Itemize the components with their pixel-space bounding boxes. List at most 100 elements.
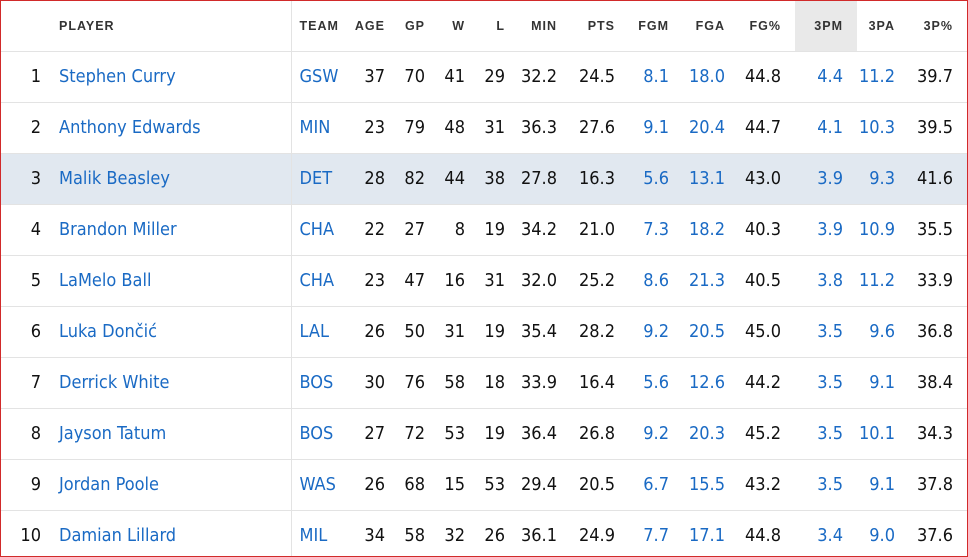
3pa-link[interactable]: 9.1 xyxy=(857,459,909,511)
column-header-min[interactable]: MIN xyxy=(519,1,571,52)
losses-cell: 31 xyxy=(479,102,519,154)
fgm-link[interactable]: 8.6 xyxy=(629,255,683,307)
wins-cell: 53 xyxy=(439,408,479,460)
fga-link[interactable]: 20.3 xyxy=(683,408,739,460)
player-name-link[interactable]: Derrick White xyxy=(59,357,291,409)
fgm-link[interactable]: 9.2 xyxy=(629,306,683,358)
gp-cell: 58 xyxy=(399,510,439,556)
team-link[interactable]: BOS xyxy=(290,408,351,460)
fgm-link[interactable]: 8.1 xyxy=(629,51,683,103)
gp-cell: 70 xyxy=(399,51,439,103)
team-link[interactable]: MIL xyxy=(290,510,351,556)
fgm-link[interactable]: 6.7 xyxy=(629,459,683,511)
3pm-link[interactable]: 4.4 xyxy=(795,51,857,103)
3pa-link[interactable]: 10.3 xyxy=(857,102,909,154)
team-link[interactable]: LAL xyxy=(290,306,351,358)
3pa-link[interactable]: 9.0 xyxy=(857,510,909,556)
team-link[interactable]: GSW xyxy=(290,51,351,103)
fga-link[interactable]: 15.5 xyxy=(683,459,739,511)
rank-cell: 8 xyxy=(1,408,59,460)
rank-cell: 1 xyxy=(1,51,59,103)
3pm-link[interactable]: 3.9 xyxy=(795,153,857,205)
losses-cell: 31 xyxy=(479,255,519,307)
3pm-link[interactable]: 3.8 xyxy=(795,255,857,307)
column-header-fgpct[interactable]: FG% xyxy=(739,1,795,52)
3pm-link[interactable]: 3.5 xyxy=(795,306,857,358)
team-link[interactable]: CHA xyxy=(290,204,351,256)
3pm-link[interactable]: 3.5 xyxy=(795,408,857,460)
fgm-link[interactable]: 9.2 xyxy=(629,408,683,460)
fgpct-cell: 44.8 xyxy=(739,51,795,103)
player-name-link[interactable]: Brandon Miller xyxy=(59,204,291,256)
age-cell: 28 xyxy=(351,153,399,205)
3pa-link[interactable]: 9.6 xyxy=(857,306,909,358)
fgm-link[interactable]: 5.6 xyxy=(629,153,683,205)
column-header-3ppct[interactable]: 3P% xyxy=(909,1,967,52)
fga-link[interactable]: 18.0 xyxy=(683,51,739,103)
team-link[interactable]: MIN xyxy=(290,102,351,154)
min-cell: 32.0 xyxy=(519,255,571,307)
column-header-3pm[interactable]: 3PM xyxy=(795,1,857,52)
team-link[interactable]: CHA xyxy=(290,255,351,307)
fgm-link[interactable]: 5.6 xyxy=(629,357,683,409)
column-header-age[interactable]: AGE xyxy=(351,1,399,52)
pts-cell: 16.4 xyxy=(571,357,629,409)
player-name-link[interactable]: Anthony Edwards xyxy=(59,102,291,154)
3pa-link[interactable]: 11.2 xyxy=(857,51,909,103)
player-name-link[interactable]: Malik Beasley xyxy=(59,153,291,205)
column-header-player[interactable]: PLAYER xyxy=(59,1,291,52)
fgpct-cell: 40.3 xyxy=(739,204,795,256)
column-header-3pa[interactable]: 3PA xyxy=(857,1,909,52)
3pm-link[interactable]: 3.5 xyxy=(795,459,857,511)
3pa-link[interactable]: 9.1 xyxy=(857,357,909,409)
column-header-team[interactable]: TEAM xyxy=(290,1,351,52)
player-name-link[interactable]: Jayson Tatum xyxy=(59,408,291,460)
wins-cell: 16 xyxy=(439,255,479,307)
3pa-link[interactable]: 11.2 xyxy=(857,255,909,307)
fga-link[interactable]: 18.2 xyxy=(683,204,739,256)
3pm-link[interactable]: 3.5 xyxy=(795,357,857,409)
team-link[interactable]: BOS xyxy=(290,357,351,409)
column-header-fga[interactable]: FGA xyxy=(683,1,739,52)
player-name-link[interactable]: Damian Lillard xyxy=(59,510,291,556)
player-name-link[interactable]: Luka Dončić xyxy=(59,306,291,358)
column-header-l[interactable]: L xyxy=(479,1,519,52)
3pa-link[interactable]: 9.3 xyxy=(857,153,909,205)
column-header-fgm[interactable]: FGM xyxy=(629,1,683,52)
3pa-link[interactable]: 10.9 xyxy=(857,204,909,256)
gp-cell: 79 xyxy=(399,102,439,154)
3pm-link[interactable]: 3.9 xyxy=(795,204,857,256)
fga-link[interactable]: 20.4 xyxy=(683,102,739,154)
gp-cell: 27 xyxy=(399,204,439,256)
fgpct-cell: 43.0 xyxy=(739,153,795,205)
player-name-link[interactable]: LaMelo Ball xyxy=(59,255,291,307)
fgm-link[interactable]: 9.1 xyxy=(629,102,683,154)
min-cell: 36.4 xyxy=(519,408,571,460)
table-row: 6 Luka Dončić LAL 26 50 31 19 35.4 28.2 9.2 20.5 45… xyxy=(1,306,967,358)
min-cell: 32.2 xyxy=(519,51,571,103)
fga-link[interactable]: 20.5 xyxy=(683,306,739,358)
team-link[interactable]: WAS xyxy=(290,459,351,511)
wins-cell: 44 xyxy=(439,153,479,205)
table-row: 5 LaMelo Ball CHA 23 47 16 31 32.0 25.2 8.6 21.3 40… xyxy=(1,255,967,307)
fga-link[interactable]: 17.1 xyxy=(683,510,739,556)
column-header-gp[interactable]: GP xyxy=(399,1,439,52)
fga-link[interactable]: 13.1 xyxy=(683,153,739,205)
player-name-link[interactable]: Jordan Poole xyxy=(59,459,291,511)
fgm-link[interactable]: 7.3 xyxy=(629,204,683,256)
losses-cell: 26 xyxy=(479,510,519,556)
player-name-link[interactable]: Stephen Curry xyxy=(59,51,291,103)
3pa-link[interactable]: 10.1 xyxy=(857,408,909,460)
3ppct-cell: 37.6 xyxy=(909,510,967,556)
3pm-link[interactable]: 4.1 xyxy=(795,102,857,154)
fga-link[interactable]: 21.3 xyxy=(683,255,739,307)
column-header-w[interactable]: W xyxy=(439,1,479,52)
fga-link[interactable]: 12.6 xyxy=(683,357,739,409)
column-header-pts[interactable]: PTS xyxy=(571,1,629,52)
min-cell: 29.4 xyxy=(519,459,571,511)
team-link[interactable]: DET xyxy=(290,153,351,205)
3pm-link[interactable]: 3.4 xyxy=(795,510,857,556)
rank-cell: 10 xyxy=(1,510,59,556)
fgm-link[interactable]: 7.7 xyxy=(629,510,683,556)
